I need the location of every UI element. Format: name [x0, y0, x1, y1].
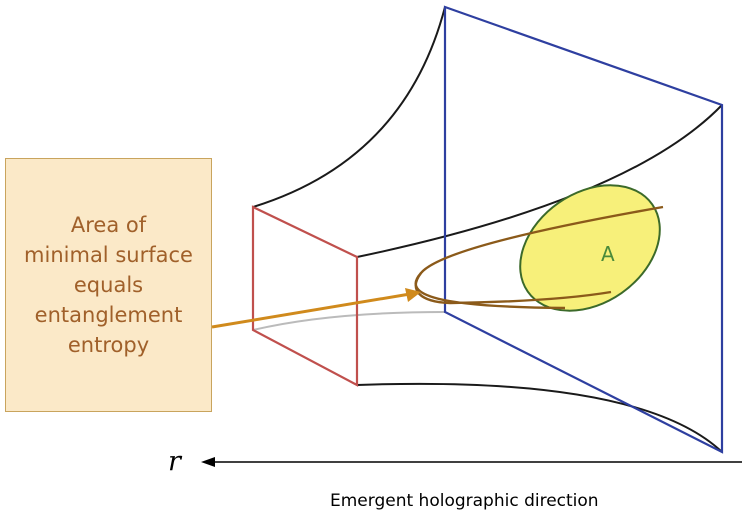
axis-arrowhead — [201, 457, 215, 467]
bulk-edge-bottom-back — [356, 382, 723, 453]
boundary-plane — [443, 5, 724, 454]
minimal-surface-lower — [414, 272, 566, 310]
axis-variable-r: r — [168, 446, 183, 477]
callout-box: Area of minimal surface equals entanglem… — [5, 158, 212, 412]
axis-caption: Emergent holographic direction — [330, 491, 599, 511]
callout-line-1: Area of — [70, 213, 147, 237]
callout-line-5: entropy — [67, 333, 150, 357]
hidden-bottom-edge — [252, 311, 446, 331]
callout-line-2: minimal surface — [24, 243, 193, 267]
callout-line-4: entanglement — [34, 303, 183, 327]
callout-arrow-line — [211, 292, 411, 329]
callout-line-3: equals — [73, 273, 144, 297]
bulk-edge-top-front — [252, 6, 446, 208]
ir-plane — [251, 205, 359, 387]
callout-arrowhead — [405, 288, 421, 302]
region-a-label: A — [601, 242, 615, 266]
minimal-surface-inner — [449, 290, 612, 305]
minimal-surface-upper — [414, 205, 664, 305]
region-a — [519, 184, 661, 312]
